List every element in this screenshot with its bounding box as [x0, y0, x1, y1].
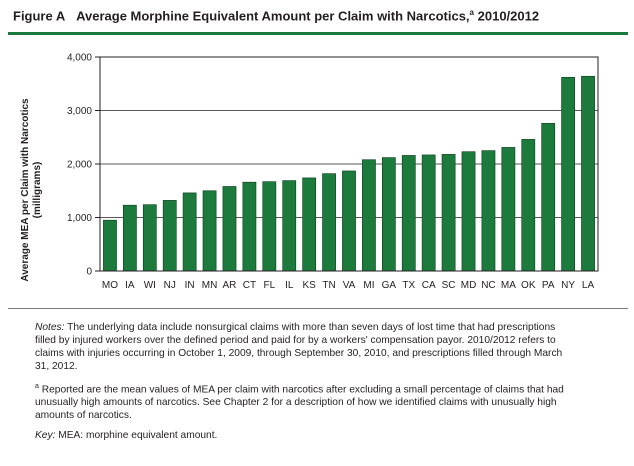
x-tick-label: IN — [185, 280, 195, 291]
bar-in — [182, 192, 197, 272]
bar-ok — [521, 139, 536, 272]
bar-ny — [561, 77, 575, 272]
bar-nj — [162, 200, 177, 272]
x-tick-label: WI — [144, 280, 156, 291]
bar-pa — [541, 123, 556, 272]
x-tick-label: OK — [521, 280, 536, 291]
figure-label: Figure A — [13, 8, 66, 24]
x-tick-label: CA — [422, 280, 436, 291]
bar-md — [461, 151, 476, 272]
x-tick-label: MD — [461, 280, 477, 291]
bar-ga — [381, 157, 396, 272]
bar-ca — [421, 154, 436, 272]
x-tick-label: GA — [382, 280, 397, 291]
x-tick-label: KS — [302, 280, 316, 291]
footnote-text: Reported are the mean values of MEA per … — [35, 384, 564, 422]
y-tick-label: 3,000 — [67, 106, 92, 117]
x-tick-label: TX — [402, 280, 415, 291]
x-tick-label: NJ — [164, 280, 176, 291]
bar-mo — [103, 219, 117, 272]
figure-header: Figure A Average Morphine Equivalent Amo… — [0, 0, 634, 36]
x-tick-label: LA — [582, 280, 595, 291]
bar-ct — [242, 181, 257, 272]
y-axis-label: Average MEA per Claim with Narcotics (mi… — [20, 98, 43, 282]
x-tick-label: MI — [363, 280, 374, 291]
footnote-marker: a — [35, 383, 39, 390]
notes-text: The underlying data include nonsurgical … — [35, 322, 563, 372]
bar-sc — [441, 154, 456, 272]
key-label: Key: — [35, 430, 56, 441]
bar-ar — [222, 186, 237, 272]
x-tick-label: MA — [501, 280, 516, 291]
bar-tx — [401, 155, 416, 272]
x-tick-label: MO — [102, 280, 118, 291]
bar-il — [282, 180, 297, 272]
x-tick-label: TN — [322, 280, 335, 291]
bar-va — [342, 170, 356, 272]
bar-wi — [142, 204, 157, 272]
y-tick-label: 2,000 — [67, 160, 92, 171]
x-tick-label: AR — [223, 280, 237, 291]
bar-ks — [302, 177, 317, 272]
figure-title: Figure A Average Morphine Equivalent Amo… — [13, 8, 539, 23]
x-tick-label: PA — [542, 280, 555, 291]
y-tick-label: 1,000 — [67, 213, 92, 224]
y-tick-labels: 0 1,000 2,000 3,000 4,000 — [67, 53, 92, 278]
y-tick-label: 4,000 — [67, 53, 92, 64]
plot-frame — [99, 56, 599, 272]
figure-title-text: Average Morphine Equivalent Amount per C… — [76, 8, 470, 24]
x-tick-label: CT — [243, 280, 256, 291]
bar-nc — [481, 150, 496, 272]
x-tick-label: IA — [125, 280, 135, 291]
bar-chart: 0 1,000 2,000 3,000 4,000 MO IA WI NJ IN MN AR CT FL… — [67, 53, 599, 291]
x-tick-labels: MO IA WI NJ IN MN AR CT FL IL KS TN VA MI GA TX CA SC MD NC… — [102, 280, 595, 291]
x-tick-label: IL — [285, 280, 294, 291]
notes-label: Notes: — [35, 322, 65, 333]
bar-ma — [501, 147, 516, 272]
bar-fl — [262, 181, 277, 272]
figure-title-period: 2010/2012 — [477, 8, 540, 24]
x-tick-label: NY — [561, 280, 575, 291]
x-tick-label: MN — [202, 280, 218, 291]
key-text: MEA: morphine equivalent amount. — [58, 430, 218, 441]
key-paragraph: Key: MEA: morphine equivalent amount. — [35, 429, 575, 442]
x-tick-label: SC — [442, 280, 456, 291]
title-footnote-marker: a — [469, 8, 474, 17]
bar-tn — [322, 173, 336, 272]
bar-la — [581, 75, 595, 272]
footnote-paragraph: a Reported are the mean values of MEA pe… — [35, 380, 575, 422]
x-tick-label: FL — [263, 280, 275, 291]
notes-paragraph: Notes: The underlying data include nonsu… — [35, 321, 575, 373]
x-tick-label: VA — [343, 280, 356, 291]
bar-ia — [123, 204, 137, 272]
y-tick-label: 0 — [86, 267, 92, 278]
bars — [103, 75, 595, 272]
notes-section: Notes: The underlying data include nonsu… — [8, 308, 628, 466]
bar-mn — [202, 190, 217, 272]
title-rule — [8, 32, 628, 35]
x-tick-label: NC — [481, 280, 495, 291]
bar-mi — [362, 159, 376, 272]
